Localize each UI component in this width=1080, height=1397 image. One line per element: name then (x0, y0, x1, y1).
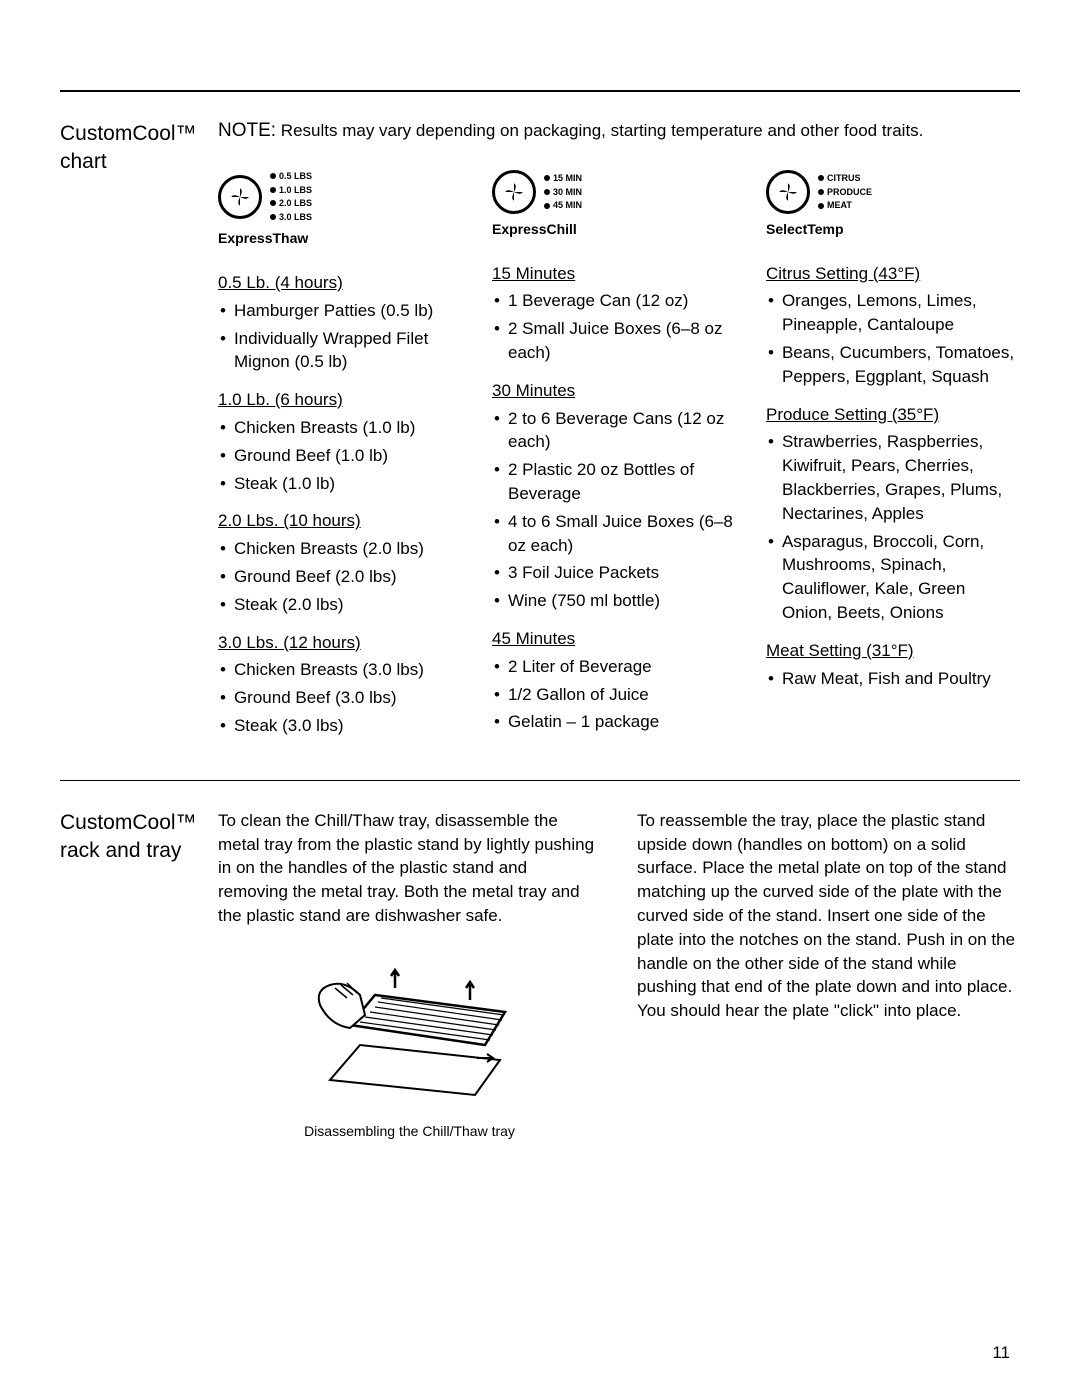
list-item: Chicken Breasts (1.0 lb) (220, 416, 472, 440)
list-item: Beans, Cucumbers, Tomatoes, Peppers, Egg… (768, 341, 1020, 389)
list-item: Chicken Breasts (3.0 lbs) (220, 658, 472, 682)
mode-options: 0.5 LBS1.0 LBS2.0 LBS3.0 LBS (270, 170, 312, 223)
item-list: Strawberries, Raspberries, Kiwifruit, Pe… (766, 430, 1020, 624)
list-item: Gelatin – 1 package (494, 710, 746, 734)
mode-icon-row: 15 MIN30 MIN45 MIN (492, 170, 746, 214)
list-item: Steak (3.0 lbs) (220, 714, 472, 738)
list-item: Raw Meat, Fish and Poultry (768, 667, 1020, 691)
list-item: 4 to 6 Small Juice Boxes (6–8 oz each) (494, 510, 746, 558)
group-heading: 2.0 Lbs. (10 hours) (218, 509, 472, 533)
mode-option: 1.0 LBS (270, 184, 312, 197)
item-list: Chicken Breasts (3.0 lbs) Ground Beef (3.… (218, 658, 472, 737)
list-item: 3 Foil Juice Packets (494, 561, 746, 585)
page-number: 11 (992, 1343, 1010, 1363)
list-item: 2 Liter of Beverage (494, 655, 746, 679)
group-heading: Meat Setting (31°F) (766, 639, 1020, 663)
mode-option: 0.5 LBS (270, 170, 312, 183)
group-heading: Produce Setting (35°F) (766, 403, 1020, 427)
mid-rule (60, 780, 1020, 781)
mode-icon-row: CITRUSPRODUCEMEAT (766, 170, 1020, 214)
mode-option: 2.0 LBS (270, 197, 312, 210)
chart-column: 15 MIN30 MIN45 MIN ExpressChill 15 Minutes… (492, 170, 746, 742)
group-heading: 3.0 Lbs. (12 hours) (218, 631, 472, 655)
item-list: Chicken Breasts (1.0 lb) Ground Beef (1.0… (218, 416, 472, 495)
list-item: Hamburger Patties (0.5 lb) (220, 299, 472, 323)
left-paragraph: To clean the Chill/Thaw tray, disassembl… (218, 809, 601, 928)
list-item: 2 Plastic 20 oz Bottles of Beverage (494, 458, 746, 506)
mode-option: 3.0 LBS (270, 211, 312, 224)
list-item: 1 Beverage Can (12 oz) (494, 289, 746, 313)
mode-option: 45 MIN (544, 199, 582, 212)
group-heading: Citrus Setting (43°F) (766, 262, 1020, 286)
mode-option: CITRUS (818, 172, 872, 185)
list-item: 1/2 Gallon of Juice (494, 683, 746, 707)
group-heading: 45 Minutes (492, 627, 746, 651)
mode-option: PRODUCE (818, 186, 872, 199)
mode-option: 30 MIN (544, 186, 582, 199)
instructions: To clean the Chill/Thaw tray, disassembl… (218, 809, 1020, 1141)
list-item: Ground Beef (2.0 lbs) (220, 565, 472, 589)
mode-icon-row: 0.5 LBS1.0 LBS2.0 LBS3.0 LBS (218, 170, 472, 223)
list-item: Steak (1.0 lb) (220, 472, 472, 496)
item-list: Raw Meat, Fish and Poultry (766, 667, 1020, 691)
section-content: NOTE: Results may vary depending on pack… (218, 120, 1020, 742)
group-heading: 30 Minutes (492, 379, 746, 403)
section-chart: CustomCool™ chart NOTE: Results may vary… (60, 120, 1020, 742)
list-item: Oranges, Lemons, Limes, Pineapple, Canta… (768, 289, 1020, 337)
note-body: Results may vary depending on packaging,… (281, 121, 924, 140)
section-rack: CustomCool™ rack and tray To clean the C… (60, 809, 1020, 1141)
dial-icon (492, 170, 536, 214)
group-heading: 0.5 Lb. (4 hours) (218, 271, 472, 295)
mode-label: ExpressThaw (218, 229, 472, 249)
item-list: Chicken Breasts (2.0 lbs) Ground Beef (2.… (218, 537, 472, 616)
item-list: 1 Beverage Can (12 oz) 2 Small Juice Boxe… (492, 289, 746, 364)
list-item: Strawberries, Raspberries, Kiwifruit, Pe… (768, 430, 1020, 525)
item-list: 2 to 6 Beverage Cans (12 oz each)2 Plast… (492, 407, 746, 613)
note-lead: NOTE: (218, 120, 276, 141)
mode-option: 15 MIN (544, 172, 582, 185)
note: NOTE: Results may vary depending on pack… (218, 120, 1020, 142)
list-item: 2 to 6 Beverage Cans (12 oz each) (494, 407, 746, 455)
group-heading: 15 Minutes (492, 262, 746, 286)
illustration-caption: Disassembling the Chill/Thaw tray (218, 1122, 601, 1142)
list-item: Ground Beef (3.0 lbs) (220, 686, 472, 710)
list-item: 2 Small Juice Boxes (6–8 oz each) (494, 317, 746, 365)
mode-label: ExpressChill (492, 220, 746, 240)
list-item: Ground Beef (1.0 lb) (220, 444, 472, 468)
list-item: Asparagus, Broccoli, Corn, Mushrooms, Sp… (768, 530, 1020, 625)
chart-columns: 0.5 LBS1.0 LBS2.0 LBS3.0 LBS ExpressThaw 0… (218, 170, 1020, 742)
section-content: To clean the Chill/Thaw tray, disassembl… (218, 809, 1020, 1141)
list-item: Chicken Breasts (2.0 lbs) (220, 537, 472, 561)
item-list: 2 Liter of Beverage 1/2 Gallon of Juice Ge… (492, 655, 746, 734)
mode-label: SelectTemp (766, 220, 1020, 240)
tray-illustration (305, 950, 515, 1105)
section-title: CustomCool™ chart (60, 120, 190, 742)
item-list: Oranges, Lemons, Limes, Pineapple, Canta… (766, 289, 1020, 388)
list-item: Wine (750 ml bottle) (494, 589, 746, 613)
chart-column: CITRUSPRODUCEMEAT SelectTemp Citrus Settin… (766, 170, 1020, 742)
mode-option: MEAT (818, 199, 872, 212)
right-paragraph: To reassemble the tray, place the plasti… (637, 809, 1020, 1023)
item-list: Hamburger Patties (0.5 lb) Individually W… (218, 299, 472, 374)
group-heading: 1.0 Lb. (6 hours) (218, 388, 472, 412)
mode-options: 15 MIN30 MIN45 MIN (544, 172, 582, 212)
section-title: CustomCool™ rack and tray (60, 809, 190, 1141)
illustration: Disassembling the Chill/Thaw tray (218, 950, 601, 1141)
top-rule (60, 90, 1020, 92)
chart-column: 0.5 LBS1.0 LBS2.0 LBS3.0 LBS ExpressThaw 0… (218, 170, 472, 742)
mode-options: CITRUSPRODUCEMEAT (818, 172, 872, 212)
dial-icon (766, 170, 810, 214)
dial-icon (218, 175, 262, 219)
list-item: Individually Wrapped Filet Mignon (0.5 l… (220, 327, 472, 375)
list-item: Steak (2.0 lbs) (220, 593, 472, 617)
